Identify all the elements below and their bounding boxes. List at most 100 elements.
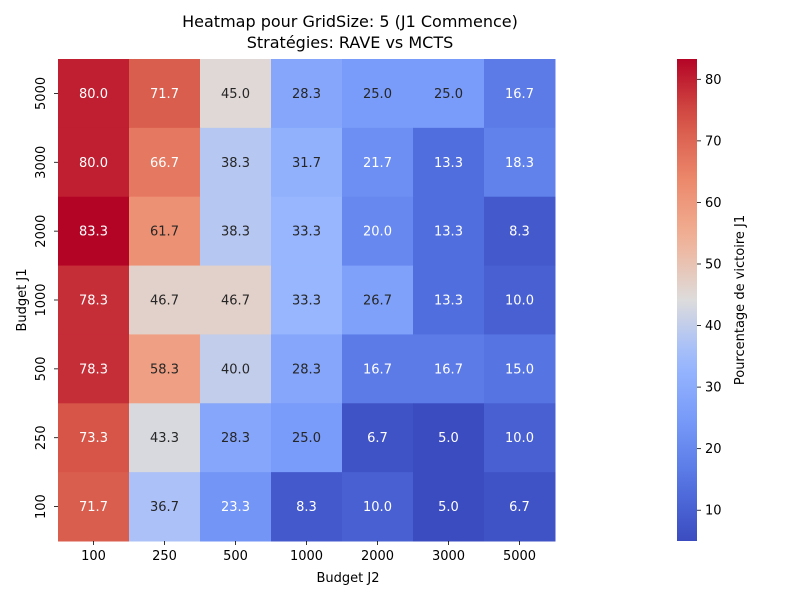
cell-value-label: 15.0 [505, 362, 534, 377]
heatmap-cell [342, 403, 414, 473]
chart-subtitle: Stratégies: RAVE vs MCTS [246, 33, 454, 52]
y-axis-label: Budget J1 [15, 269, 30, 332]
heatmap-cell [484, 265, 556, 335]
colorbar-tick-label: 80 [705, 73, 722, 88]
cell-value-label: 10.0 [505, 294, 534, 309]
heatmap-cell [271, 403, 343, 473]
heatmap-cell [271, 59, 343, 129]
cell-value-label: 6.7 [367, 431, 388, 446]
x-tick-label: 500 [223, 549, 248, 564]
heatmap-cell [484, 334, 556, 404]
heatmap-cell [58, 196, 130, 267]
cell-value-label: 78.3 [79, 362, 108, 377]
cell-value-label: 25.0 [292, 431, 321, 446]
heatmap-cell [200, 196, 272, 267]
heatmap-cell [129, 196, 201, 267]
cell-value-label: 25.0 [363, 87, 392, 102]
colorbar-tick-label: 50 [705, 257, 722, 272]
cell-value-label: 13.3 [434, 156, 463, 171]
chart-title: Heatmap pour GridSize: 5 (J1 Commence) [182, 12, 518, 31]
heatmap-cell [129, 472, 201, 542]
heatmap-cell [58, 265, 130, 335]
heatmap-cell [129, 127, 201, 198]
x-tick-label: 100 [81, 549, 106, 564]
cell-value-label: 33.3 [292, 294, 321, 309]
y-tick-label: 3000 [34, 146, 49, 179]
colorbar-tick-label: 60 [705, 196, 722, 211]
heatmap-cell [413, 472, 485, 542]
heatmap-cell [200, 265, 272, 335]
cell-value-label: 71.7 [79, 500, 108, 515]
colorbar-tick-label: 40 [705, 319, 722, 334]
cell-value-label: 33.3 [292, 225, 321, 240]
cell-value-label: 13.3 [434, 294, 463, 309]
heatmap-cell [271, 196, 343, 267]
y-tick-label: 2000 [34, 215, 49, 248]
heatmap-cell [484, 127, 556, 198]
colorbar-tick-label: 30 [705, 381, 722, 396]
cell-value-label: 38.3 [221, 156, 250, 171]
cell-value-label: 43.3 [150, 431, 179, 446]
heatmap-cell [200, 334, 272, 404]
cell-value-label: 25.0 [434, 87, 463, 102]
heatmap-cell [58, 59, 130, 129]
cell-value-label: 66.7 [150, 156, 179, 171]
cell-value-label: 78.3 [79, 294, 108, 309]
cell-value-label: 16.7 [363, 362, 392, 377]
cell-value-label: 5.0 [438, 431, 459, 446]
cell-value-label: 36.7 [150, 500, 179, 515]
cell-value-label: 10.0 [505, 431, 534, 446]
heatmap-cell [342, 334, 414, 404]
cell-value-label: 23.3 [221, 500, 250, 515]
y-tick-label: 250 [34, 425, 49, 450]
cell-value-label: 13.3 [434, 225, 463, 240]
x-tick-label: 250 [152, 549, 177, 564]
cell-value-label: 21.7 [363, 156, 392, 171]
colorbar-tick-label: 20 [705, 442, 722, 457]
heatmap-cell [342, 59, 414, 129]
cell-value-label: 40.0 [221, 362, 250, 377]
cell-value-label: 18.3 [505, 156, 534, 171]
heatmap-cell [342, 127, 414, 198]
heatmap-cell [413, 403, 485, 473]
cell-value-label: 71.7 [150, 87, 179, 102]
x-tick-label: 1000 [290, 549, 323, 564]
heatmap-cells: 80.0 71.7 45.0 28.3 25.0 25.0 16.7 80.0 66.7 38.3… [58, 59, 556, 542]
heatmap-cell [484, 59, 556, 129]
cell-value-label: 28.3 [292, 87, 321, 102]
heatmap-cell [58, 334, 130, 404]
x-tick-label: 5000 [503, 549, 536, 564]
x-tick-label: 3000 [432, 549, 465, 564]
heatmap-cell [129, 334, 201, 404]
x-axis: 100 250 500 1000 2000 3000 5000 [81, 541, 536, 564]
cell-value-label: 80.0 [79, 87, 108, 102]
cell-value-label: 31.7 [292, 156, 321, 171]
heatmap-cell [484, 472, 556, 542]
cell-value-label: 8.3 [296, 500, 317, 515]
colorbar-label: Pourcentage de victoire J1 [733, 215, 748, 385]
heatmap-cell [129, 59, 201, 129]
cell-value-label: 6.7 [509, 500, 530, 515]
cell-value-label: 46.7 [150, 294, 179, 309]
heatmap-cell [58, 403, 130, 473]
y-tick-label: 5000 [34, 77, 49, 110]
heatmap-cell [58, 127, 130, 198]
heatmap-cell [342, 196, 414, 267]
cell-value-label: 10.0 [363, 500, 392, 515]
cell-value-label: 5.0 [438, 500, 459, 515]
cell-value-label: 61.7 [150, 225, 179, 240]
cell-value-label: 26.7 [363, 294, 392, 309]
heatmap-cell [271, 127, 343, 198]
cell-value-label: 80.0 [79, 156, 108, 171]
cell-value-label: 58.3 [150, 362, 179, 377]
cell-value-label: 8.3 [509, 225, 530, 240]
cell-value-label: 45.0 [221, 87, 250, 102]
cell-value-label: 83.3 [79, 225, 108, 240]
heatmap-cell [342, 472, 414, 542]
cell-value-label: 38.3 [221, 225, 250, 240]
y-tick-label: 100 [34, 494, 49, 519]
heatmap-cell [271, 472, 343, 542]
cell-value-label: 28.3 [221, 431, 250, 446]
